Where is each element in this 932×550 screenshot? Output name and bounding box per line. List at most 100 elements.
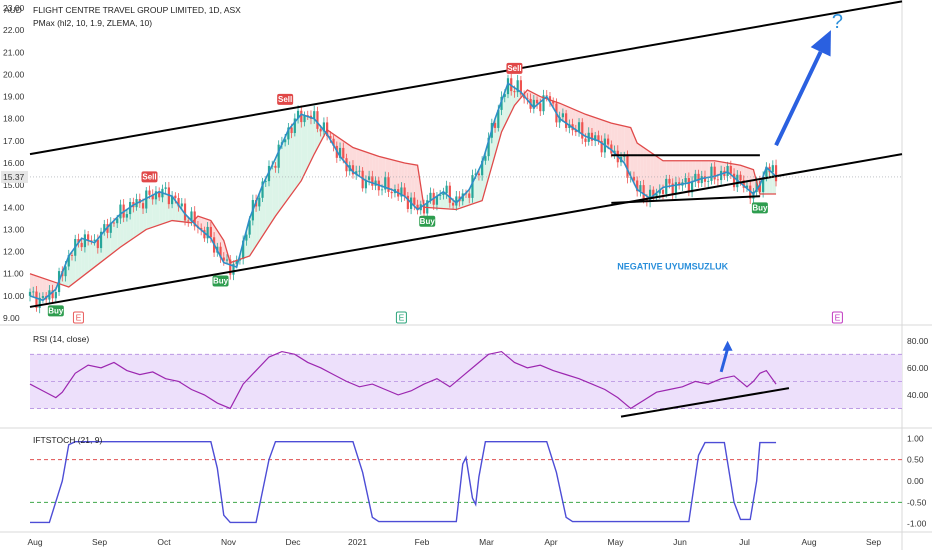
- pmax-fill: [585, 114, 589, 138]
- iftstoch-pane[interactable]: [30, 440, 902, 524]
- candle-body: [607, 138, 610, 145]
- candle-body: [729, 166, 732, 174]
- pmax-fill: [159, 191, 163, 225]
- iftstoch-tick-label: 1.00: [907, 433, 924, 443]
- candle-body: [54, 292, 57, 299]
- pmax-fill: [304, 115, 308, 175]
- chart-title: FLIGHT CENTRE TRAVEL GROUP LIMITED, 1D, …: [33, 5, 241, 15]
- pmax-fill: [149, 195, 153, 229]
- pmax-fill: [391, 159, 395, 192]
- candle-body: [687, 178, 690, 193]
- price-tick-label: 17.00: [3, 136, 25, 146]
- candle-body: [190, 211, 193, 222]
- pmax-fill: [378, 156, 383, 187]
- x-tick-label: Jun: [673, 537, 687, 547]
- candle-body: [387, 177, 390, 192]
- candle-body: [235, 260, 238, 264]
- candle-body: [422, 204, 426, 214]
- annotation-question: ?: [832, 11, 843, 33]
- candle-body: [468, 193, 471, 198]
- candle-body: [774, 165, 778, 182]
- price-tick-label: 16.00: [3, 158, 25, 168]
- candle-body: [565, 113, 568, 128]
- candle-body: [277, 144, 280, 168]
- x-tick-label: 2021: [348, 537, 367, 547]
- rsi-pane[interactable]: [29, 340, 902, 418]
- candle-body: [374, 180, 377, 186]
- pmax-fill: [42, 278, 47, 301]
- x-tick-label: Oct: [157, 537, 171, 547]
- prediction-arrow: [774, 50, 823, 147]
- candle-body: [264, 181, 267, 182]
- candle-body: [248, 220, 251, 235]
- candle-body: [758, 181, 761, 192]
- candle-body: [742, 180, 745, 188]
- x-tick-label: Jul: [739, 537, 750, 547]
- candle-body: [739, 174, 742, 181]
- x-tick-label: Nov: [221, 537, 237, 547]
- candle-body: [109, 222, 112, 233]
- candle-body: [493, 122, 497, 128]
- rsi-arrowhead: [722, 340, 733, 351]
- candle-body: [371, 176, 374, 186]
- candle-body: [639, 185, 642, 192]
- pmax-fill: [78, 238, 82, 280]
- signal-label: Sell: [278, 95, 292, 104]
- x-tick-label: May: [607, 537, 624, 547]
- candle-body: [364, 179, 367, 189]
- candle-body: [652, 189, 655, 198]
- price-tick-label: 20.00: [3, 69, 25, 79]
- candle-body: [558, 117, 561, 123]
- rsi-trendline: [620, 387, 790, 418]
- candle-body: [64, 266, 67, 277]
- candle-body: [313, 111, 316, 119]
- pmax-fill: [30, 273, 34, 297]
- candle-body: [96, 239, 99, 249]
- candle-body: [229, 259, 232, 275]
- signal-label: Buy: [213, 277, 229, 286]
- signal-label: Buy: [48, 307, 64, 316]
- buy-signal: [751, 202, 768, 214]
- pmax-fill: [288, 125, 292, 199]
- price-tick-label: 12.00: [3, 247, 25, 257]
- pmax-fill: [84, 239, 89, 275]
- candle-body: [435, 195, 439, 205]
- candle-body: [762, 176, 765, 192]
- candle-body: [112, 222, 116, 224]
- candle-body: [439, 195, 442, 196]
- annotation-text: NEGATIVE UYUMSUZLUK: [617, 261, 728, 271]
- candle-body: [219, 246, 222, 258]
- pmax-fill: [646, 149, 651, 199]
- rsi-tick-label: 60.00: [907, 363, 929, 373]
- pmax-fill: [679, 160, 683, 185]
- candle-body: [384, 177, 387, 190]
- candle-body: [232, 263, 235, 275]
- price-pane[interactable]: Buy Sell Buy Sell Buy Sell Buy E E E NEGATIVE UYUM…: [28, 0, 903, 324]
- x-tick-label: Sep: [866, 537, 881, 547]
- pmax-fill: [614, 123, 618, 157]
- candle-body: [338, 147, 342, 158]
- candle-body: [342, 147, 345, 159]
- last-price-badge: [1, 170, 28, 183]
- candle-body: [148, 190, 151, 195]
- candle-body: [70, 255, 74, 256]
- candle-body: [174, 195, 177, 199]
- candle-body: [28, 291, 32, 296]
- candle-body: [35, 291, 38, 308]
- pmax-line: [29, 89, 777, 288]
- candle-body: [451, 202, 455, 206]
- candle-body: [413, 197, 416, 205]
- price-tick-label: 22.00: [3, 25, 25, 35]
- candle-body: [671, 183, 674, 194]
- pmax-fill: [440, 191, 444, 209]
- candle-body: [403, 187, 406, 196]
- candle-body: [577, 122, 581, 133]
- pmax-fill: [633, 135, 638, 190]
- candle-body: [552, 101, 555, 104]
- candle-body: [329, 136, 332, 139]
- candle-body: [355, 171, 358, 175]
- pmax-fill: [369, 153, 373, 183]
- iftstoch-tick-label: -1.00: [907, 519, 927, 529]
- candle-body: [187, 220, 190, 222]
- pmax-fill: [281, 136, 286, 208]
